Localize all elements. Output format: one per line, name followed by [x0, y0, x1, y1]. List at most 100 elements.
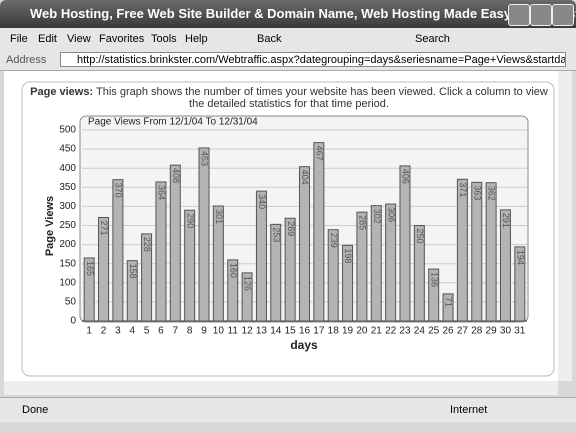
- minimize-button[interactable]: [508, 4, 530, 26]
- menu-item[interactable]: Help: [185, 33, 208, 45]
- value-label: 165: [85, 261, 95, 276]
- address-bar: Address http://statistics.brinkster.com/…: [0, 50, 576, 71]
- value-label: 364: [157, 185, 167, 200]
- bar: [385, 203, 397, 322]
- menu-item[interactable]: Tools: [151, 33, 177, 45]
- maximize-button[interactable]: [530, 4, 552, 26]
- horizontal-scrollbar[interactable]: [4, 381, 558, 395]
- bar: [155, 181, 167, 322]
- x-tick-label: 5: [144, 326, 150, 337]
- bar: [342, 244, 354, 322]
- y-tick-label: 450: [59, 144, 76, 155]
- bar: [313, 142, 325, 322]
- x-tick-label: 8: [187, 326, 193, 337]
- value-label: 370: [114, 183, 124, 198]
- x-tick-label: 9: [201, 326, 207, 337]
- value-label: 362: [487, 186, 497, 201]
- x-tick-label: 21: [371, 326, 383, 337]
- y-tick-label: 200: [59, 239, 76, 250]
- value-label: 239: [329, 233, 339, 248]
- bar: [284, 217, 296, 322]
- value-label: 71: [444, 297, 454, 307]
- menu-item[interactable]: File: [10, 33, 28, 45]
- address-label: Address: [6, 54, 47, 66]
- chart-title: Page Views From 12/1/04 To 12/31/04: [88, 117, 258, 128]
- y-tick-label: 350: [59, 182, 76, 193]
- value-label: 404: [300, 170, 310, 185]
- y-tick-label: 300: [59, 201, 76, 212]
- description-text: This graph shows the number of times you…: [96, 86, 548, 110]
- y-tick-label: 150: [59, 258, 76, 269]
- x-tick-label: 31: [514, 326, 526, 337]
- bar: [270, 223, 282, 322]
- value-label: 269: [286, 221, 296, 236]
- x-tick-label: 16: [299, 326, 311, 337]
- bar: [112, 179, 124, 322]
- value-label: 136: [429, 272, 439, 287]
- value-label: 291: [501, 213, 511, 228]
- bar: [255, 190, 267, 322]
- bar: [83, 257, 95, 322]
- close-button[interactable]: [552, 4, 574, 26]
- vertical-scrollbar[interactable]: [558, 71, 572, 381]
- bar: [471, 181, 483, 322]
- x-tick-label: 1: [86, 326, 92, 337]
- x-tick-label: 24: [414, 326, 426, 337]
- y-tick-label: 400: [59, 163, 76, 174]
- value-label: 126: [243, 276, 253, 291]
- x-tick-label: 19: [342, 326, 354, 337]
- value-label: 408: [171, 168, 181, 183]
- value-label: 302: [372, 209, 382, 224]
- value-label: 285: [358, 215, 368, 230]
- bar: [327, 229, 339, 322]
- value-label: 371: [458, 182, 468, 197]
- x-tick-label: 12: [242, 326, 254, 337]
- status-text: Done: [22, 404, 49, 416]
- back-button[interactable]: Back: [257, 33, 282, 45]
- x-tick-label: 13: [256, 326, 268, 337]
- bar: [442, 293, 454, 322]
- bar: [370, 205, 382, 322]
- x-tick-label: 7: [173, 326, 179, 337]
- bar: [169, 164, 181, 322]
- y-axis-label: Page Views: [44, 196, 56, 256]
- value-label: 271: [99, 220, 109, 235]
- bar: [126, 260, 138, 322]
- y-tick-label: 50: [65, 297, 77, 308]
- chart-panel: [21, 81, 555, 377]
- value-label: 250: [415, 229, 425, 244]
- search-button[interactable]: Search: [415, 33, 450, 45]
- x-tick-label: 27: [457, 326, 469, 337]
- window-title: Web Hosting, Free Web Site Builder & Dom…: [30, 6, 576, 21]
- value-label: 340: [257, 194, 267, 209]
- status-bar: Done Internet: [0, 397, 576, 422]
- menu-item[interactable]: Favorites: [99, 33, 145, 45]
- x-tick-label: 6: [158, 326, 164, 337]
- bar: [184, 209, 196, 322]
- y-tick-label: 0: [70, 316, 76, 327]
- bar: [499, 209, 511, 322]
- x-tick-label: 18: [328, 326, 340, 337]
- x-tick-label: 30: [500, 326, 512, 337]
- value-label: 363: [472, 185, 482, 200]
- menu-bar: File Edit View Favorites Tools Help Back…: [0, 28, 576, 51]
- x-tick-label: 15: [285, 326, 297, 337]
- x-tick-label: 20: [356, 326, 368, 337]
- menu-item[interactable]: Edit: [38, 33, 57, 45]
- url-field[interactable]: http://statistics.brinkster.com/Webtraff…: [60, 52, 566, 67]
- x-axis-label: days: [290, 338, 318, 352]
- value-label: 253: [271, 227, 281, 242]
- value-label: 194: [515, 250, 525, 265]
- description: Page views: This graph shows the number …: [24, 86, 554, 110]
- value-label: 160: [228, 263, 238, 278]
- value-label: 158: [128, 264, 138, 279]
- value-label: 198: [343, 248, 353, 263]
- x-tick-label: 4: [129, 326, 135, 337]
- value-label: 228: [142, 237, 152, 252]
- security-zone: Internet: [450, 404, 488, 416]
- x-tick-label: 3: [115, 326, 121, 337]
- y-tick-label: 500: [59, 125, 76, 136]
- menu-item[interactable]: View: [67, 33, 91, 45]
